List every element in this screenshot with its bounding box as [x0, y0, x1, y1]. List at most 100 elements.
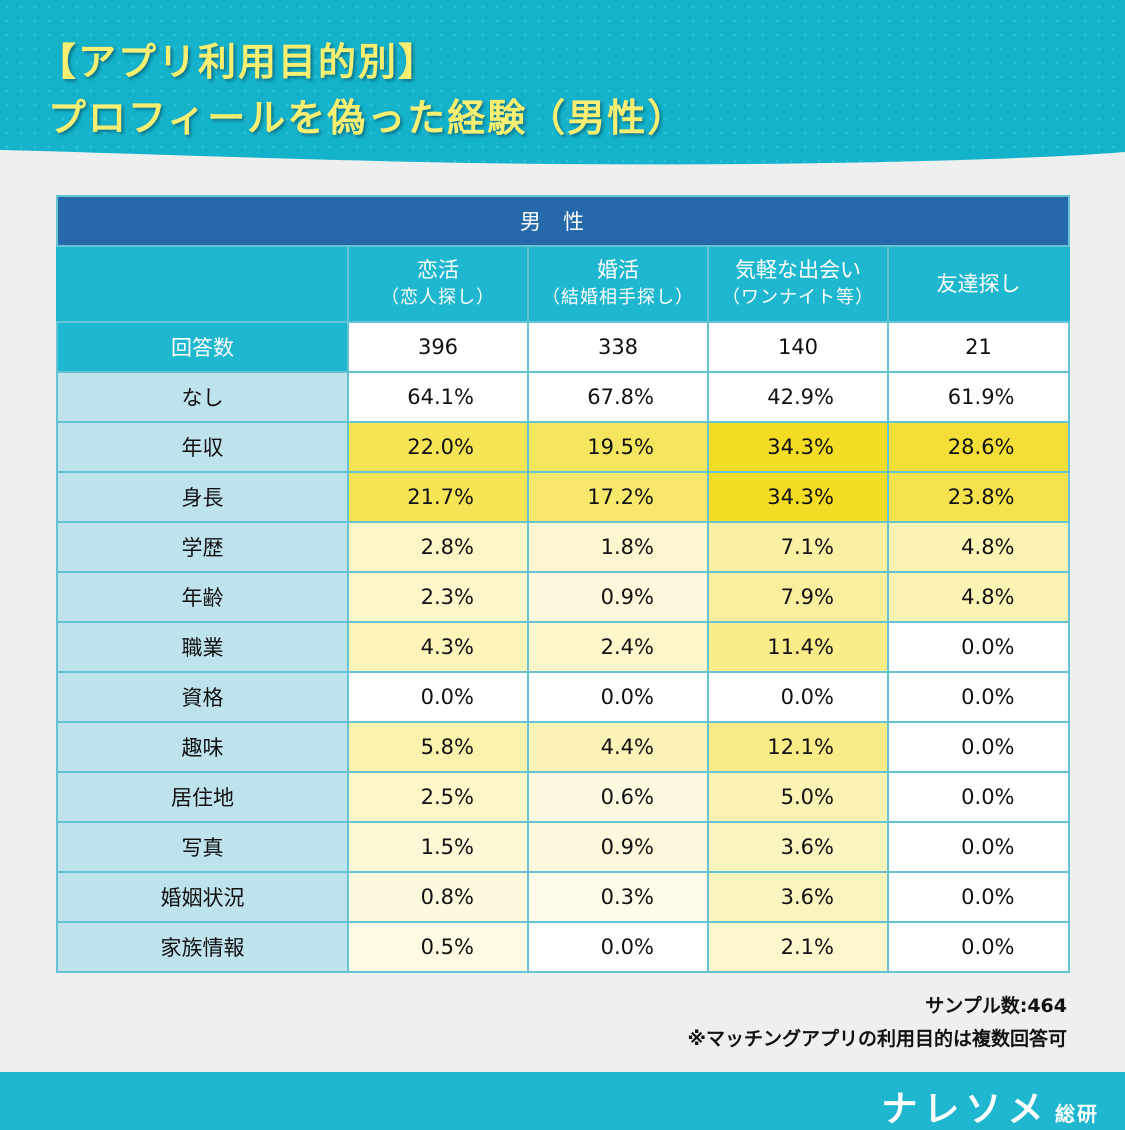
column-header: 友達探し — [886, 245, 1071, 323]
table-row: 学歴 2.8% 1.8% 7.1% 4.8% — [56, 521, 1071, 573]
value-cell: 34.3% — [707, 421, 889, 473]
table-row: なし 64.1% 67.8% 42.9% 61.9% — [56, 371, 1071, 423]
value-cell: 28.6% — [886, 421, 1071, 473]
value-cell: 64.1% — [347, 371, 529, 423]
row-label: 学歴 — [56, 521, 349, 573]
row-label: 回答数 — [56, 321, 349, 373]
count-row: 回答数 396 338 140 21 — [56, 321, 1071, 373]
row-label: なし — [56, 371, 349, 423]
page-title: 【アプリ利用目的別】 プロフィールを偽った経験（男性） — [38, 34, 687, 146]
value-cell: 7.9% — [707, 571, 889, 623]
table-row: 身長 21.7% 17.2% 34.3% 23.8% — [56, 471, 1071, 523]
value-label: 5.8% — [420, 735, 474, 759]
value-cell: 19.5% — [527, 421, 709, 473]
value-label: 21.7% — [407, 485, 474, 509]
value-label: 2.5% — [420, 785, 474, 809]
value-label: 61.9% — [947, 385, 1015, 409]
value-label: 22.0% — [407, 435, 474, 459]
value-label: 0.9% — [600, 835, 654, 859]
row-label: 資格 — [56, 671, 349, 723]
group-label: 男性 — [55, 195, 1071, 247]
value-label: 0.0% — [961, 885, 1015, 909]
title-line-1: 【アプリ利用目的別】 — [38, 40, 439, 84]
row-label: 婚姻状況 — [56, 871, 349, 923]
table-row: 婚姻状況 0.8% 0.3% 3.6% 0.0% — [56, 871, 1071, 923]
value-cell: 12.1% — [707, 721, 889, 773]
header-background — [0, 0, 1125, 165]
brand-logo: ナレソメ 総研 — [881, 1080, 1099, 1130]
value-label: 0.6% — [600, 785, 654, 809]
logo-main: ナレソメ — [881, 1089, 1050, 1130]
value-cell: 2.8% — [347, 521, 529, 573]
value-cell: 2.3% — [347, 571, 529, 623]
table-row: 趣味 5.8% 4.4% 12.1% 0.0% — [56, 721, 1071, 773]
column-header: 気軽な出会い （ワンナイト等） — [707, 245, 889, 323]
value-label: 0.0% — [961, 635, 1015, 659]
group-header-row: 男性 — [55, 195, 1071, 247]
row-label: 身長 — [56, 471, 349, 523]
column-sublabel: （恋人探し） — [381, 287, 495, 308]
column-header-row: 恋活 （恋人探し） 婚活 （結婚相手探し） 気軽な出会い （ワンナイト等） 友達探し — [56, 245, 1071, 323]
value-label: 42.9% — [767, 385, 834, 409]
column-label: 恋活 — [417, 258, 459, 282]
column-sublabel: （結婚相手探し） — [542, 287, 694, 308]
value-label: 0.9% — [600, 585, 654, 609]
value-label: 2.8% — [420, 535, 474, 559]
value-label: 0.0% — [961, 735, 1015, 759]
value-cell: 2.4% — [527, 621, 709, 673]
data-table: 男性 恋活 （恋人探し） 婚活 （結婚相手探し） 気軽な出会い （ワンナイト等） 友達探し … — [55, 195, 1071, 973]
value-cell: 0.0% — [527, 921, 709, 973]
column-label: 婚活 — [597, 258, 639, 282]
value-label: 12.1% — [767, 735, 834, 759]
footer-bar: ナレソメ 総研 — [0, 1072, 1125, 1130]
value-label: 2.1% — [780, 935, 834, 959]
column-label: 友達探し — [936, 271, 1021, 296]
value-cell: 61.9% — [886, 371, 1071, 423]
count-cell: 396 — [347, 321, 529, 373]
value-cell: 0.5% — [347, 921, 529, 973]
value-label: 2.3% — [420, 585, 474, 609]
value-cell: 0.0% — [886, 721, 1071, 773]
value-cell: 21.7% — [347, 471, 529, 523]
value-cell: 7.1% — [707, 521, 889, 573]
value-cell: 0.0% — [886, 771, 1071, 823]
value-label: 11.4% — [767, 635, 834, 659]
value-label: 7.9% — [780, 585, 834, 609]
value-label: 0.0% — [600, 935, 654, 959]
value-cell: 34.3% — [707, 471, 889, 523]
value-label: 0.0% — [961, 835, 1015, 859]
footnote: ※マッチングアプリの利用目的は複数回答可 — [687, 1028, 1067, 1050]
row-label: 年齢 — [56, 571, 349, 623]
title-line-2: プロフィールを偽った経験（男性） — [48, 96, 688, 140]
row-label: 写真 — [56, 821, 349, 873]
value-cell: 3.6% — [707, 821, 889, 873]
notes: サンプル数:464 ※マッチングアプリの利用目的は複数回答可 — [688, 990, 1067, 1056]
value-label: 4.4% — [600, 735, 654, 759]
value-cell: 2.1% — [707, 921, 889, 973]
value-cell: 11.4% — [707, 621, 889, 673]
value-cell: 0.0% — [886, 671, 1071, 723]
value-cell: 23.8% — [886, 471, 1071, 523]
table-row: 年収 22.0% 19.5% 34.3% 28.6% — [56, 421, 1071, 473]
value-cell: 0.9% — [527, 571, 709, 623]
value-cell: 1.8% — [527, 521, 709, 573]
value-cell: 3.6% — [707, 871, 889, 923]
row-label: 家族情報 — [56, 921, 349, 973]
table-row: 資格 0.0% 0.0% 0.0% 0.0% — [56, 671, 1071, 723]
value-label: 7.1% — [780, 535, 834, 559]
page-header: 【アプリ利用目的別】 プロフィールを偽った経験（男性） — [0, 0, 1125, 170]
value-label: 0.8% — [420, 885, 474, 909]
value-label: 0.0% — [961, 935, 1015, 959]
value-cell: 1.5% — [347, 821, 529, 873]
value-cell: 0.9% — [527, 821, 709, 873]
row-label: 趣味 — [56, 721, 349, 773]
value-label: 34.3% — [767, 485, 834, 509]
value-cell: 5.8% — [347, 721, 529, 773]
value-label: 5.0% — [780, 785, 834, 809]
value-cell: 0.0% — [886, 921, 1071, 973]
value-label: 3.6% — [780, 885, 834, 909]
value-cell: 0.0% — [886, 871, 1071, 923]
value-cell: 4.8% — [886, 571, 1071, 623]
column-header: 恋活 （恋人探し） — [347, 245, 529, 323]
value-label: 1.5% — [420, 835, 474, 859]
